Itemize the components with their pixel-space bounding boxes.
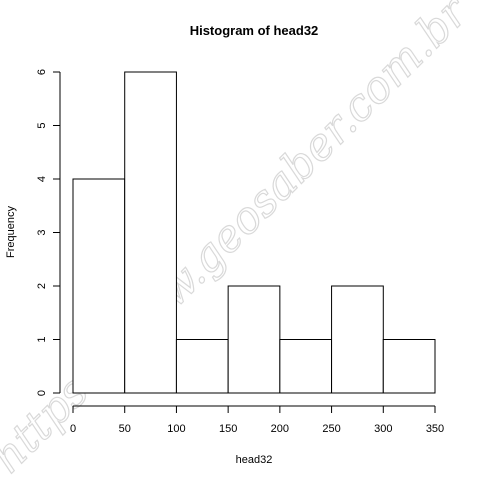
y-tick-label-5: 5: [36, 122, 48, 128]
x-tick-label-250: 250: [322, 423, 340, 435]
y-tick-label-2: 2: [36, 283, 48, 289]
x-tick-label-350: 350: [426, 423, 444, 435]
x-tick-label-100: 100: [167, 423, 185, 435]
x-axis: 0 50 100 150 200 250 300 350: [70, 405, 444, 435]
y-tick-label-6: 6: [36, 69, 48, 75]
y-tick-label-4: 4: [36, 176, 48, 182]
chart-title: Histogram of head32: [190, 23, 319, 38]
y-tick-label-3: 3: [36, 229, 48, 235]
y-axis: 0 1 2 3 4 5 6: [36, 69, 61, 396]
histogram-bar-3: [227, 285, 281, 394]
histogram-bar-5: [331, 285, 384, 394]
x-tick-label-50: 50: [119, 423, 131, 435]
histogram-bar-6: [382, 339, 436, 394]
histogram-bar-2: [175, 339, 229, 394]
x-tick-label-150: 150: [219, 423, 237, 435]
x-axis-label: head32: [236, 454, 273, 466]
histogram-bar-4: [279, 339, 333, 394]
x-tick-label-0: 0: [70, 423, 76, 435]
y-tick-label-1: 1: [36, 336, 48, 342]
y-axis-label: Frequency: [5, 206, 17, 258]
y-tick-label-0: 0: [36, 390, 48, 396]
histogram-bar-0: [72, 178, 126, 394]
x-tick-label-300: 300: [374, 423, 392, 435]
x-tick-label-200: 200: [271, 423, 289, 435]
histogram-bar-1: [124, 71, 177, 394]
histogram-bars: [72, 71, 436, 394]
